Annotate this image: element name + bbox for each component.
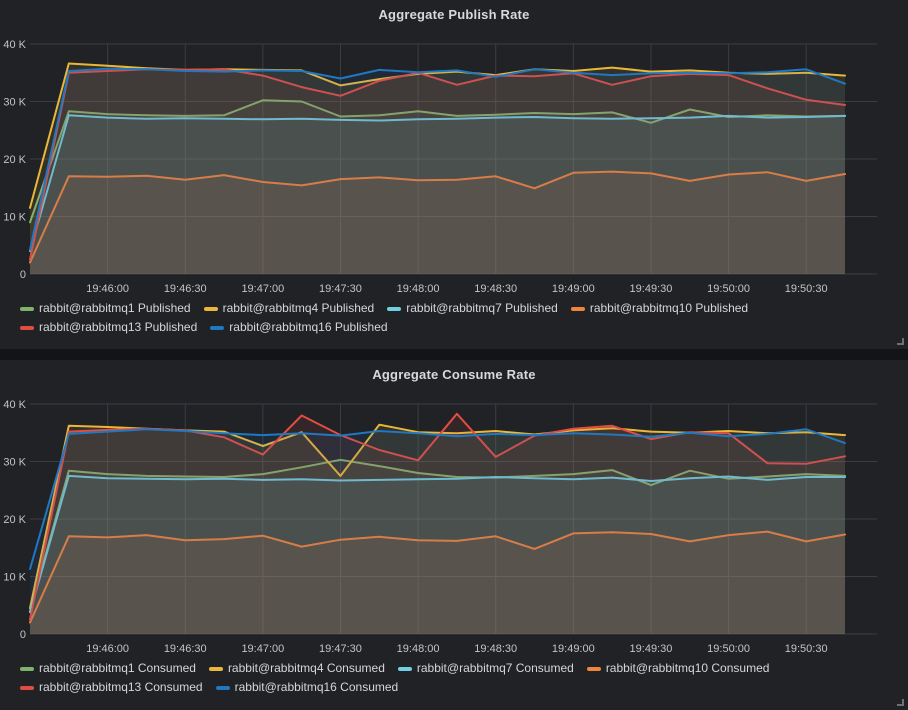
publish-rate-graph[interactable]: 0 10 K 20 K 30 K 40 K 19:46:00 19:46:30 19:47:0…: [0, 0, 908, 300]
series-line: [29, 99, 846, 224]
legend-color-icon: [20, 325, 34, 330]
x-axis-tick-label: 19:50:00: [707, 643, 750, 655]
series-fill: [30, 459, 845, 634]
series-fill: [30, 115, 845, 274]
x-axis-tick-label: 19:48:30: [474, 643, 517, 655]
y-axis-tick-label: 30 K: [3, 457, 26, 469]
panel-resize-handle-icon[interactable]: [897, 699, 904, 706]
legend-color-icon: [20, 685, 34, 690]
legend-label: rabbit@rabbitmq4 Consumed: [227, 661, 385, 675]
series-line: [29, 458, 846, 613]
x-axis-tick-label: 19:46:00: [86, 283, 129, 295]
legend-color-icon: [210, 325, 225, 330]
y-axis-tick-label: 20 K: [3, 514, 26, 526]
series-fill: [30, 475, 845, 634]
x-axis-tick-label: 19:50:00: [707, 283, 750, 295]
legend-item[interactable]: rabbit@rabbitmq13 Published: [20, 321, 197, 334]
legend-item[interactable]: rabbit@rabbitmq7 Published: [387, 302, 558, 315]
series-line: [29, 474, 846, 614]
x-axis-tick-label: 19:49:30: [630, 643, 673, 655]
legend-item[interactable]: rabbit@rabbitmq7 Consumed: [397, 661, 574, 675]
series-line: [29, 428, 846, 570]
x-axis-tick-label: 19:49:00: [552, 283, 595, 295]
legend-color-icon: [203, 306, 218, 311]
x-axis-tick-label: 19:47:00: [241, 643, 284, 655]
consume-rate-graph[interactable]: 0 10 K 20 K 30 K 40 K 19:46:00 19:46:30 19:47:0…: [0, 360, 908, 660]
x-axis-tick-label: 19:49:30: [630, 283, 673, 295]
series-fill: [30, 413, 845, 634]
legend-label: rabbit@rabbitmq7 Consumed: [416, 661, 574, 675]
series-fill: [30, 531, 845, 634]
legend-item[interactable]: rabbit@rabbitmq10 Consumed: [586, 661, 770, 675]
legend-label: rabbit@rabbitmq10 Published: [589, 301, 749, 315]
series-fill: [30, 63, 845, 274]
consume-rate-legend: rabbit@rabbitmq1 Consumed rabbit@rabbitmq…: [20, 662, 874, 694]
y-axis-tick-label: 30 K: [3, 97, 26, 109]
legend-color-icon: [208, 666, 223, 671]
legend-label: rabbit@rabbitmq1 Published: [39, 301, 191, 315]
legend-label: rabbit@rabbitmq13 Published: [39, 320, 198, 334]
legend-item[interactable]: rabbit@rabbitmq1 Consumed: [20, 662, 196, 675]
x-axis-tick-label: 19:46:30: [164, 643, 207, 655]
x-axis-tick-label: 19:48:30: [474, 283, 517, 295]
legend-color-icon: [586, 666, 601, 671]
series-fill: [30, 171, 845, 274]
y-axis-tick-label: 40 K: [3, 39, 26, 51]
y-axis-tick-label: 40 K: [3, 399, 26, 411]
x-axis-tick-label: 19:46:30: [164, 283, 207, 295]
x-axis-tick-label: 19:48:00: [397, 643, 440, 655]
legend-label: rabbit@rabbitmq16 Published: [229, 320, 388, 334]
x-axis-tick-label: 19:50:30: [785, 283, 828, 295]
legend-color-icon: [20, 306, 34, 311]
legend-item[interactable]: rabbit@rabbitmq16 Consumed: [215, 680, 399, 694]
legend-item[interactable]: rabbit@rabbitmq16 Published: [210, 320, 388, 334]
legend-item[interactable]: rabbit@rabbitmq13 Consumed: [20, 681, 203, 694]
panel-title[interactable]: Aggregate Publish Rate: [378, 7, 530, 22]
series-line: [29, 170, 846, 264]
x-axis-tick-label: 19:48:00: [397, 283, 440, 295]
panel-aggregate-publish-rate: Aggregate Publish Rate 0 10 K 20 K 30 K 40 K…: [0, 0, 908, 349]
legend-label: rabbit@rabbitmq13 Consumed: [39, 680, 203, 694]
series-fill: [30, 69, 845, 274]
x-axis-tick-label: 19:47:30: [319, 283, 362, 295]
series-fill: [30, 68, 845, 274]
series-fill: [30, 100, 845, 274]
series-line: [29, 114, 846, 252]
legend-label: rabbit@rabbitmq16 Consumed: [234, 680, 399, 694]
y-axis-tick-label: 20 K: [3, 154, 26, 166]
panel-title[interactable]: Aggregate Consume Rate: [372, 367, 536, 382]
legend-color-icon: [20, 666, 34, 671]
legend-item[interactable]: rabbit@rabbitmq4 Consumed: [208, 661, 385, 675]
legend-item[interactable]: rabbit@rabbitmq1 Published: [20, 302, 191, 315]
x-axis-tick-label: 19:46:00: [86, 643, 129, 655]
y-axis-tick-label: 10 K: [3, 212, 26, 224]
x-axis-tick-label: 19:50:30: [785, 643, 828, 655]
series-fill: [30, 424, 845, 634]
y-axis-tick-label: 0: [20, 269, 26, 281]
series-line: [29, 67, 846, 251]
legend-color-icon: [387, 306, 402, 311]
legend-color-icon: [397, 666, 412, 671]
series-line: [29, 530, 846, 624]
x-axis-tick-label: 19:47:30: [319, 643, 362, 655]
legend-item[interactable]: rabbit@rabbitmq4 Published: [203, 301, 375, 315]
x-axis-tick-label: 19:47:00: [241, 283, 284, 295]
legend-item[interactable]: rabbit@rabbitmq10 Published: [570, 301, 749, 315]
publish-rate-legend: rabbit@rabbitmq1 Published rabbit@rabbitm…: [20, 302, 874, 334]
legend-color-icon: [215, 685, 230, 690]
legend-label: rabbit@rabbitmq4 Published: [222, 301, 375, 315]
legend-label: rabbit@rabbitmq7 Published: [406, 301, 558, 315]
panel-resize-handle-icon[interactable]: [897, 338, 904, 345]
panel-aggregate-consume-rate: Aggregate Consume Rate 0 10 K 20 K 30 K 40 K…: [0, 360, 908, 710]
series-fill: [30, 429, 845, 634]
legend-color-icon: [570, 306, 585, 311]
y-axis-tick-label: 10 K: [3, 572, 26, 584]
x-axis-tick-label: 19:49:00: [552, 643, 595, 655]
y-axis-tick-label: 0: [20, 629, 26, 641]
legend-label: rabbit@rabbitmq1 Consumed: [39, 661, 196, 675]
legend-label: rabbit@rabbitmq10 Consumed: [605, 661, 770, 675]
